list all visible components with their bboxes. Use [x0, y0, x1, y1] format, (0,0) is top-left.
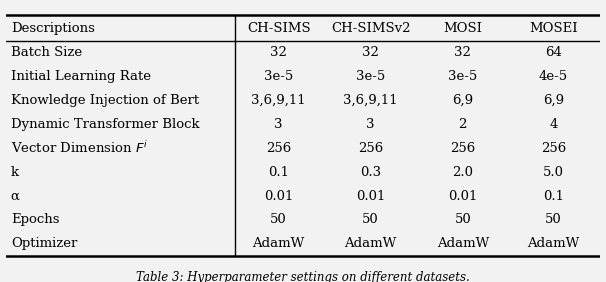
Text: 256: 256: [541, 142, 566, 155]
Text: 32: 32: [454, 46, 471, 60]
Text: 2: 2: [459, 118, 467, 131]
Text: Epochs: Epochs: [11, 213, 59, 226]
Text: α: α: [11, 190, 19, 202]
Text: 0.01: 0.01: [448, 190, 478, 202]
Text: AdamW: AdamW: [253, 237, 305, 250]
Text: 3,6,9,11: 3,6,9,11: [344, 94, 398, 107]
Text: 5.0: 5.0: [543, 166, 564, 179]
Text: CH-SIMSv2: CH-SIMSv2: [331, 22, 410, 35]
Text: 6,9: 6,9: [543, 94, 564, 107]
Text: MOSEI: MOSEI: [529, 22, 578, 35]
Text: 2.0: 2.0: [452, 166, 473, 179]
Text: 0.1: 0.1: [543, 190, 564, 202]
Text: AdamW: AdamW: [345, 237, 397, 250]
Text: 4: 4: [549, 118, 558, 131]
Text: 4e-5: 4e-5: [539, 70, 568, 83]
Text: 32: 32: [362, 46, 379, 60]
Text: 0.01: 0.01: [356, 190, 385, 202]
Text: Optimizer: Optimizer: [11, 237, 77, 250]
Text: Table 3: Hyperparameter settings on different datasets.: Table 3: Hyperparameter settings on diff…: [136, 271, 470, 282]
Text: 6,9: 6,9: [452, 94, 473, 107]
Text: 0.01: 0.01: [264, 190, 293, 202]
Text: 50: 50: [454, 213, 471, 226]
Text: Descriptions: Descriptions: [11, 22, 95, 35]
Text: 256: 256: [358, 142, 384, 155]
Text: 3,6,9,11: 3,6,9,11: [251, 94, 306, 107]
Text: 64: 64: [545, 46, 562, 60]
Text: AdamW: AdamW: [527, 237, 579, 250]
Text: 0.1: 0.1: [268, 166, 289, 179]
Text: 256: 256: [450, 142, 475, 155]
Text: 3e-5: 3e-5: [356, 70, 385, 83]
Text: 0.3: 0.3: [360, 166, 381, 179]
Text: 50: 50: [362, 213, 379, 226]
Text: 50: 50: [545, 213, 562, 226]
Text: MOSI: MOSI: [443, 22, 482, 35]
Text: 256: 256: [266, 142, 291, 155]
Text: k: k: [11, 166, 19, 179]
Text: Batch Size: Batch Size: [11, 46, 82, 60]
Text: 3e-5: 3e-5: [448, 70, 478, 83]
Text: Knowledge Injection of Bert: Knowledge Injection of Bert: [11, 94, 199, 107]
Text: 3: 3: [275, 118, 283, 131]
Text: 32: 32: [270, 46, 287, 60]
Text: 3e-5: 3e-5: [264, 70, 293, 83]
Text: CH-SIMS: CH-SIMS: [247, 22, 310, 35]
Text: Dynamic Transformer Block: Dynamic Transformer Block: [11, 118, 199, 131]
Text: 3: 3: [367, 118, 375, 131]
Text: Initial Learning Rate: Initial Learning Rate: [11, 70, 151, 83]
Text: 50: 50: [270, 213, 287, 226]
Text: AdamW: AdamW: [437, 237, 489, 250]
Text: Vector Dimension $F^i$: Vector Dimension $F^i$: [11, 140, 148, 156]
